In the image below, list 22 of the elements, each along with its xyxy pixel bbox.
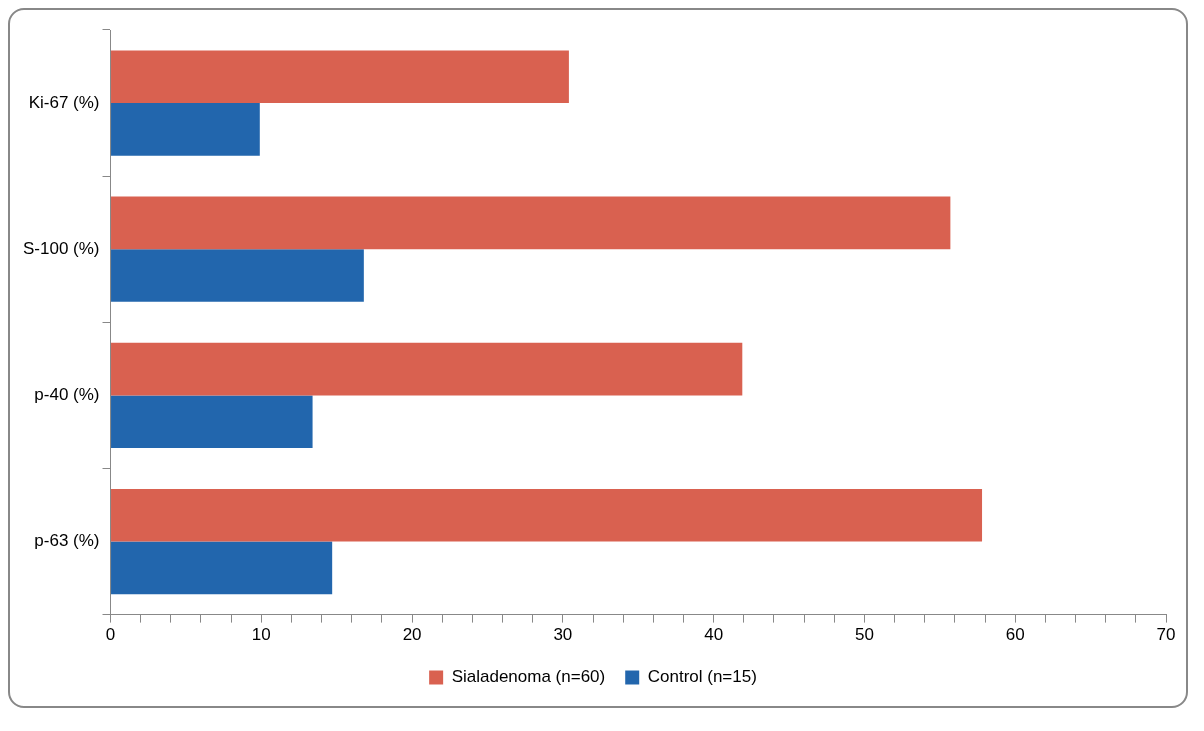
bar: [111, 488, 983, 542]
x-tick-label: 30: [553, 625, 573, 645]
bar: [111, 395, 313, 448]
bar: [111, 196, 951, 250]
x-tick-label: 50: [854, 625, 874, 645]
y-tick-label: Ki-67 (%): [28, 92, 100, 112]
x-tick-label: 60: [1005, 625, 1025, 645]
bar: [111, 50, 569, 104]
x-tick-label: 10: [251, 625, 271, 645]
y-tick-label: p-63 (%): [34, 531, 100, 551]
legend-label: Sialadenoma (n=60): [451, 667, 606, 687]
y-tick-label: p-40 (%): [34, 385, 100, 405]
legend-label: Control (n=15): [647, 667, 757, 687]
bar: [111, 249, 364, 302]
bar: [111, 541, 333, 595]
x-tick-label: 40: [704, 625, 724, 645]
x-tick-label: 70: [1156, 625, 1176, 645]
x-tick-label: 20: [402, 625, 422, 645]
x-tick-label: 0: [105, 625, 116, 645]
bar: [111, 342, 743, 396]
bar: [111, 103, 260, 156]
y-tick-label: S-100 (%): [22, 238, 100, 258]
